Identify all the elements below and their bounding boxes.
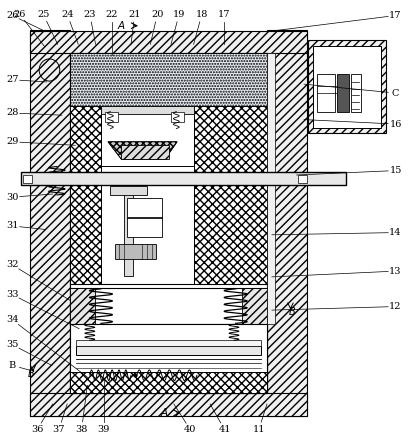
Text: 17: 17 [389,11,402,20]
Text: 30: 30 [6,193,19,202]
Text: 26: 26 [6,11,19,20]
Bar [23,175,32,183]
Text: 26: 26 [14,10,26,19]
Bar [317,74,335,112]
Text: A: A [117,21,124,31]
Bar [70,53,267,393]
Text: 23: 23 [84,10,96,19]
Bar [70,288,95,324]
Bar [171,112,184,122]
Text: 37: 37 [53,425,65,434]
Polygon shape [108,142,177,159]
Bar [124,178,133,276]
Bar [194,185,267,284]
Bar [70,53,267,106]
Text: B: B [28,369,35,379]
Bar [121,145,169,159]
Bar [70,372,267,393]
Text: 29: 29 [6,137,19,146]
Bar [110,186,147,195]
Bar [70,185,101,284]
Text: 35: 35 [6,340,19,349]
Bar [101,185,194,284]
Text: 34: 34 [6,315,19,324]
Bar [127,217,162,237]
Text: 12: 12 [389,302,402,311]
Text: 25: 25 [37,10,49,19]
Text: 17: 17 [218,10,230,19]
Text: 14: 14 [389,228,402,237]
Text: 31: 31 [6,222,19,230]
Bar [76,340,261,346]
Text: 27: 27 [6,75,19,84]
Bar [242,288,267,324]
Bar [30,30,70,416]
Text: 19: 19 [173,10,185,19]
Bar [337,74,349,112]
Text: 28: 28 [6,109,19,117]
Bar [115,244,156,259]
Bar [267,30,307,416]
Bar [105,112,118,122]
Bar [351,74,360,112]
Bar [298,175,307,183]
Text: 22: 22 [106,10,118,19]
Text: A: A [161,408,168,418]
Text: 33: 33 [6,290,19,299]
Text: 36: 36 [31,425,43,434]
Text: 40: 40 [184,425,197,434]
Text: 13: 13 [389,267,402,276]
Text: B: B [288,307,295,317]
Text: 32: 32 [6,260,19,269]
Text: 15: 15 [389,166,402,175]
Bar [76,346,261,355]
Bar [101,106,194,166]
Bar [70,106,101,186]
Bar [267,53,275,324]
Text: C: C [392,89,399,97]
Bar [194,106,267,186]
Bar [30,31,307,53]
Bar [308,40,386,133]
Text: 21: 21 [129,10,141,19]
Bar [70,324,267,393]
Bar [101,106,194,114]
Bar [21,172,346,185]
Text: 39: 39 [98,425,110,434]
Text: B: B [9,361,16,370]
Bar [70,288,267,324]
Bar [127,198,162,218]
Text: 41: 41 [218,425,231,434]
Text: 38: 38 [75,425,88,434]
Bar [313,46,381,128]
Text: 11: 11 [253,425,265,434]
Text: 16: 16 [389,120,402,128]
Bar [30,393,307,416]
Text: 18: 18 [196,10,208,19]
Text: 20: 20 [151,10,164,19]
Text: 24: 24 [61,10,73,19]
